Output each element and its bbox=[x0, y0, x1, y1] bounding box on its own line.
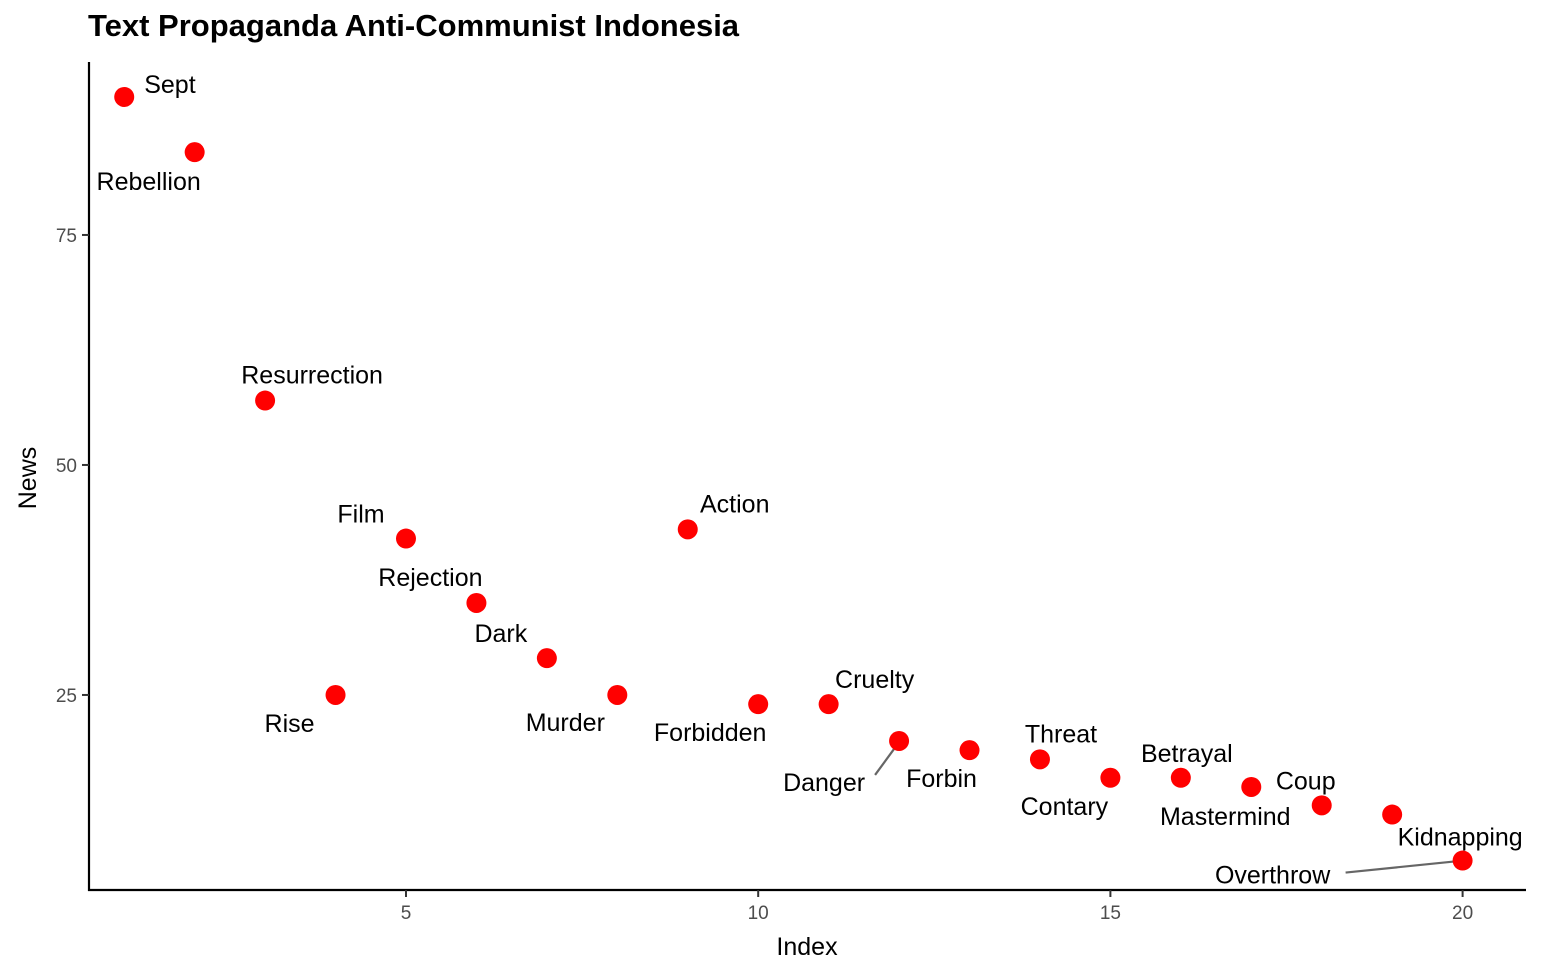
point-label: Rebellion bbox=[97, 168, 201, 196]
point-label: Dark bbox=[474, 620, 527, 648]
data-point bbox=[1452, 850, 1473, 871]
axes: 5 10 15 20 25 50 75 bbox=[56, 62, 1526, 924]
data-point bbox=[325, 684, 346, 705]
data-point bbox=[1311, 795, 1332, 816]
data-point bbox=[959, 740, 980, 761]
data-points bbox=[114, 86, 1473, 871]
data-point bbox=[1029, 749, 1050, 770]
data-point bbox=[607, 684, 628, 705]
point-label: Sept bbox=[144, 71, 195, 99]
point-labels: Sept Rebellion Resurrection Rise Film Rejecti… bbox=[97, 71, 1523, 890]
data-point bbox=[1170, 767, 1191, 788]
data-point bbox=[255, 390, 276, 411]
data-point bbox=[1241, 776, 1262, 797]
point-label: Mastermind bbox=[1160, 803, 1291, 831]
x-tick-label: 5 bbox=[401, 903, 412, 924]
point-label: Threat bbox=[1025, 720, 1097, 748]
data-point bbox=[889, 730, 910, 751]
data-point bbox=[536, 648, 557, 669]
data-point bbox=[1382, 804, 1403, 825]
data-point bbox=[677, 519, 698, 540]
data-point bbox=[114, 86, 135, 107]
point-label: Murder bbox=[526, 709, 605, 737]
x-tick-label: 20 bbox=[1452, 903, 1473, 924]
point-label: Forbidden bbox=[654, 719, 767, 747]
y-tick-label: 25 bbox=[56, 686, 77, 707]
data-point bbox=[1100, 767, 1121, 788]
data-point bbox=[748, 694, 769, 715]
y-axis-title: News bbox=[14, 447, 42, 510]
point-label: Rise bbox=[265, 710, 315, 738]
x-axis-title: Index bbox=[776, 933, 838, 961]
point-label: Danger bbox=[783, 769, 865, 797]
point-label: Resurrection bbox=[241, 362, 383, 390]
data-point bbox=[466, 592, 487, 613]
leader-line bbox=[1345, 860, 1454, 874]
point-label: Film bbox=[337, 501, 384, 529]
x-tick-label: 15 bbox=[1100, 903, 1121, 924]
point-label: Coup bbox=[1276, 767, 1336, 795]
leader-lines bbox=[874, 748, 1454, 874]
point-label: Action bbox=[700, 490, 769, 518]
point-label: Kidnapping bbox=[1398, 824, 1523, 852]
point-label: Betrayal bbox=[1141, 740, 1233, 768]
y-tick-label: 50 bbox=[56, 456, 77, 477]
data-point bbox=[395, 528, 416, 549]
y-tick-label: 75 bbox=[56, 226, 77, 247]
leader-line bbox=[874, 748, 895, 776]
chart-title: Text Propaganda Anti-Communist Indonesia bbox=[88, 8, 740, 43]
point-label: Forbin bbox=[906, 765, 977, 793]
point-label: Contary bbox=[1021, 793, 1109, 821]
point-label: Cruelty bbox=[835, 666, 915, 694]
x-tick-label: 10 bbox=[748, 903, 769, 924]
data-point bbox=[184, 142, 205, 163]
point-label: Overthrow bbox=[1215, 862, 1331, 890]
point-label: Rejection bbox=[378, 564, 482, 592]
data-point bbox=[818, 694, 839, 715]
